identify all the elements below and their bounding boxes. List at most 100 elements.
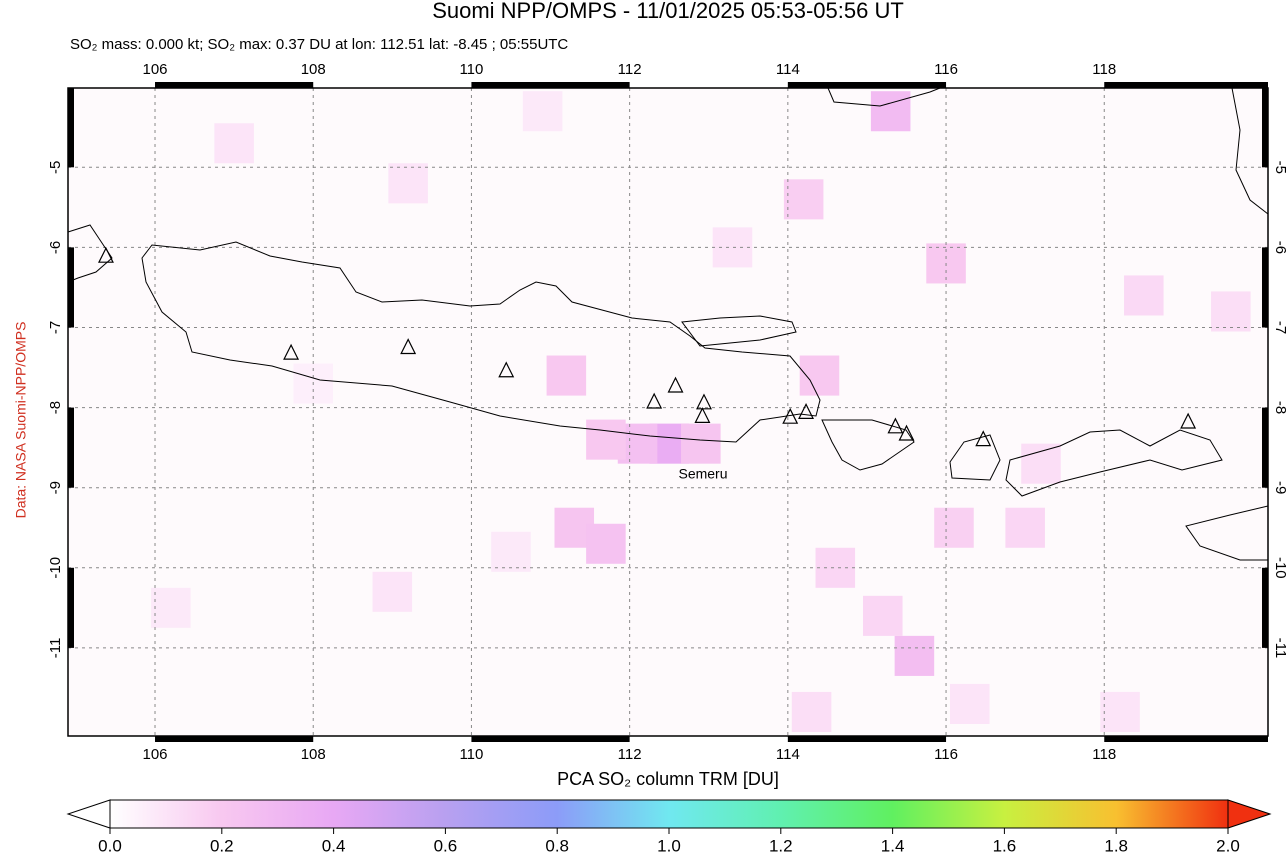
so2-cell xyxy=(151,587,191,628)
y-tick-label: -9 xyxy=(47,481,64,494)
colorbar-high-arrow xyxy=(1227,799,1272,829)
so2-cell xyxy=(1100,691,1140,732)
colorbar-label: PCA SO₂ column TRM [DU] xyxy=(557,769,779,789)
x-tick-label: 112 xyxy=(618,746,642,763)
volcano-marker xyxy=(283,343,300,360)
volcano-marker xyxy=(898,424,915,441)
colorbar-tick-label: 1.8 xyxy=(1104,836,1128,855)
coastline-borneo xyxy=(827,87,941,107)
so2-cell xyxy=(894,635,935,676)
frame-band xyxy=(1104,736,1268,742)
coastline-sulawesi xyxy=(1231,87,1269,215)
volcano-marker xyxy=(400,338,417,355)
so2-cell xyxy=(783,179,824,220)
x-tick-label: 118 xyxy=(1092,746,1116,763)
so2-cell xyxy=(522,91,563,132)
colorbar-tick-label: 0.0 xyxy=(98,836,122,855)
colorbar-tick-label: 1.4 xyxy=(881,836,905,855)
frame-band xyxy=(155,82,314,88)
so2-cell xyxy=(791,691,832,732)
data-credit: Data: NASA Suomi-NPP/OMPS xyxy=(13,322,29,519)
so2-cell xyxy=(1005,507,1045,548)
volcano-label: Semeru xyxy=(678,466,727,482)
so2-cell xyxy=(681,423,721,464)
volcano-marker xyxy=(782,407,799,424)
x-tick-label: 108 xyxy=(301,61,326,78)
coastline-java xyxy=(141,241,821,443)
volcano-marker xyxy=(887,417,904,434)
volcano-marker xyxy=(1180,412,1197,429)
frame-band xyxy=(471,82,630,88)
y-tick-label: -10 xyxy=(47,557,64,579)
so2-cell xyxy=(491,531,531,572)
y-tick-label: -6 xyxy=(1272,241,1288,254)
x-tick-label: 106 xyxy=(142,746,167,763)
y-tick-label: -5 xyxy=(1272,161,1288,174)
x-tick-label: 110 xyxy=(459,61,483,78)
frame-band xyxy=(1262,88,1268,168)
frame-band xyxy=(1262,407,1268,488)
x-tick-label: 118 xyxy=(1092,61,1116,78)
so2-cell xyxy=(388,163,428,204)
x-tick-label: 112 xyxy=(618,61,642,78)
map-background xyxy=(68,88,1268,736)
y-tick-label: -11 xyxy=(47,638,64,659)
colorbar-tick-label: 0.4 xyxy=(322,836,346,855)
colorbar-tick-label: 0.8 xyxy=(545,836,569,855)
volcano-marker xyxy=(646,392,663,409)
frame-band xyxy=(787,736,947,742)
frame-band xyxy=(68,247,74,328)
y-tick-label: -6 xyxy=(47,241,64,254)
x-tick-label: 114 xyxy=(776,61,800,78)
colorbar-low-arrow xyxy=(66,799,111,829)
so2-cell xyxy=(862,595,903,636)
volcano-marker xyxy=(97,246,114,263)
x-tick-label: 114 xyxy=(776,746,800,763)
x-tick-label: 106 xyxy=(142,61,167,78)
coastline-sumbawa xyxy=(1005,429,1223,497)
frame-band xyxy=(1104,82,1268,88)
so2-cell xyxy=(546,355,587,396)
volcano-marker xyxy=(667,376,684,393)
x-tick-label: 110 xyxy=(459,746,483,763)
so2-cell xyxy=(1021,443,1061,484)
colorbar-tick-label: 0.6 xyxy=(434,836,458,855)
y-tick-label: -11 xyxy=(1272,638,1288,659)
y-tick-label: -10 xyxy=(1272,557,1288,579)
x-tick-label: 108 xyxy=(301,746,326,763)
so2-cell xyxy=(1211,291,1251,332)
so2-cell xyxy=(950,683,990,724)
frame-band xyxy=(68,407,74,488)
coastline-lombok xyxy=(949,434,1001,481)
colorbar xyxy=(109,799,1229,829)
frame-band xyxy=(155,736,314,742)
so2-cell xyxy=(870,91,911,132)
colorbar-tick-label: 1.2 xyxy=(769,836,793,855)
frame-band xyxy=(787,82,947,88)
so2-cell xyxy=(815,547,856,588)
x-tick-label: 116 xyxy=(934,746,958,763)
coastline-madura xyxy=(681,315,797,347)
so2-cell xyxy=(1124,275,1164,316)
so2-cell xyxy=(934,507,974,548)
frame-band xyxy=(68,567,74,648)
title: Suomi NPP/OMPS - 11/01/2025 05:53-05:56 … xyxy=(432,0,904,23)
coastline-sumatra xyxy=(67,224,113,283)
volcano-marker xyxy=(975,430,992,447)
coastline-bali xyxy=(821,419,915,471)
frame-band xyxy=(1262,567,1268,648)
so2-cell xyxy=(372,571,413,612)
volcano-marker xyxy=(498,361,515,378)
colorbar-tick-label: 2.0 xyxy=(1216,836,1240,855)
coastlines xyxy=(67,87,1269,561)
so2-cell xyxy=(712,227,753,268)
frame-band xyxy=(1262,247,1268,328)
colorbar-tick-label: 1.0 xyxy=(657,836,681,855)
volcano-marker xyxy=(798,403,815,420)
y-tick-label: -9 xyxy=(1272,481,1288,494)
y-tick-label: -5 xyxy=(47,161,64,174)
so2-cell xyxy=(586,419,626,460)
volcano-marker xyxy=(694,407,711,424)
y-tick-label: -8 xyxy=(47,401,64,414)
